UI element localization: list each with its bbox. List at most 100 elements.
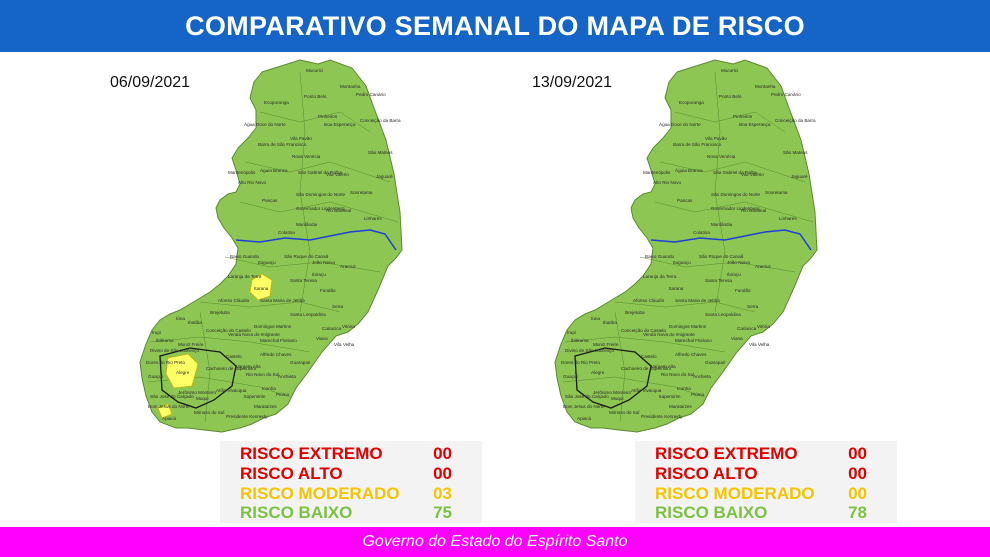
region-line (259, 111, 371, 133)
map-label: Anchieta (693, 374, 711, 379)
risk-label: RISCO BAIXO (655, 503, 768, 522)
map-label: Pedro Canário (356, 92, 386, 97)
map-label: São Mateus (368, 150, 393, 155)
map-label: Rio Novo do Sul (246, 372, 279, 377)
map-label: Vila Velha (749, 342, 770, 347)
map-label: Fundão (735, 288, 751, 293)
state-map: Mucurici Montanha Ponto Belo Pedro Canár… (139, 59, 403, 433)
map-label: Cariacica (737, 326, 757, 331)
map-labels-left: Mucurici Montanha Ponto Belo Pedro Canár… (146, 68, 401, 421)
map-label: Apiacá (162, 416, 176, 421)
map-label: Serra (747, 304, 759, 309)
map-label: Vargem Alta (236, 364, 261, 369)
region-line (639, 256, 796, 273)
map-label: Boa Esperança (739, 122, 771, 127)
map-label: Marilândia (296, 222, 318, 227)
map-label: Ibitirama (571, 338, 589, 343)
map-label: Governador Lindenberg (296, 206, 345, 211)
map-label: Piúma (276, 392, 289, 397)
map-label: São José do Calçado (565, 394, 609, 399)
map-label: Cachoeiro de Itapemirim (621, 366, 671, 371)
risk-summary-box: RISCO EXTREMO 00 RISCO ALTO 00 RISCO MOD… (220, 441, 482, 523)
map-label: Marataízes (669, 404, 692, 409)
map-label: Ecoporanga (679, 100, 704, 105)
map-label: Vila Pavão (705, 136, 727, 141)
risk-row-extremo: RISCO EXTREMO 00 (655, 444, 885, 464)
map-label: Conceição da Barra (775, 118, 816, 123)
map-label: Vargem Alta (651, 364, 676, 369)
map-label: Água Doce do Norte (244, 121, 286, 127)
map-label: Iconha (677, 386, 691, 391)
map-label: Colatina (693, 230, 710, 235)
risk-row-baixo: RISCO BAIXO 75 (240, 503, 470, 523)
map-label: Alfredo Chaves (260, 352, 292, 357)
map-label: Santa Leopoldina (290, 312, 326, 317)
region-line (714, 71, 726, 313)
risk-row-extremo: RISCO EXTREMO 00 (240, 444, 470, 464)
map-label: Pinheiros (318, 114, 338, 119)
risk-count: 03 (433, 484, 452, 503)
map-label: Muniz Freire (593, 342, 619, 347)
map-label: Marataízes (254, 404, 277, 409)
map-label: Presidente Kennedy (226, 414, 268, 419)
page-title: COMPARATIVO SEMANAL DO MAPA DE RISCO (0, 0, 990, 52)
map-label: Divino de São Lourenço (150, 348, 199, 353)
map-label: Santa Leopoldina (705, 312, 741, 317)
region-line (654, 201, 814, 223)
map-label: São Domingos do Norte (296, 192, 345, 197)
risk-count: 00 (848, 484, 867, 503)
map-label: Baixo Guandu (230, 254, 260, 259)
map-label: Presidente Kennedy (641, 414, 683, 419)
region-line (149, 336, 311, 353)
map-label: Itarana (669, 286, 684, 291)
state-outline (139, 59, 403, 433)
map-label: Santa Teresa (705, 278, 732, 283)
map-label: Santa Maria de Jetibá (675, 298, 720, 303)
map-label: Muqui (196, 396, 209, 401)
map-label: Vila Pavão (290, 136, 312, 141)
map-label: Guarapari (290, 360, 310, 365)
map-label: Rio Bananal (741, 208, 766, 213)
map-label: Laranja da Terra (643, 274, 677, 279)
map-label: Mantenópolis (643, 170, 671, 175)
region-line (674, 111, 786, 133)
region-line (199, 301, 341, 313)
map-label: Santa Teresa (290, 278, 317, 283)
map-label: Itapemirim (659, 394, 681, 399)
map-label: Mimoso do Sul (194, 410, 224, 415)
map-label: Vila Valério (326, 172, 349, 177)
region-line (239, 201, 399, 223)
map-label: Ibitirama (156, 338, 174, 343)
map-label: Muqui (611, 396, 624, 401)
region-line (224, 256, 381, 273)
map-label: Atílio Vivácqua (631, 388, 662, 393)
map-label: Domingos Martins (669, 324, 707, 329)
map-label: Itarana (254, 286, 269, 291)
risk-count: 75 (433, 503, 452, 522)
map-label: Muniz Freire (178, 342, 204, 347)
region-line (562, 376, 706, 398)
map-label: Conceição do Castelo (621, 328, 666, 333)
map-label: Divino de São Lourenço (565, 348, 614, 353)
map-label: Aracruz (755, 264, 772, 269)
map-label: Barra de São Francisco (673, 142, 722, 147)
map-label: São José do Calçado (150, 394, 194, 399)
map-label: Itapemirim (244, 394, 266, 399)
map-label: Ibatiba (603, 320, 617, 325)
map-label: Colatina (278, 230, 295, 235)
map-label: São Gabriel da Palha (713, 170, 757, 175)
map-label: Castelo (641, 354, 657, 359)
map-label: Vitória (342, 324, 355, 329)
map-label: Guaçuí (563, 374, 579, 379)
risk-row-alto: RISCO ALTO 00 (655, 464, 885, 484)
map-panel-left: 06/09/2021 Mucurici Montanha Ponto Belo … (0, 52, 495, 527)
map-label: Mucurici (721, 68, 738, 73)
river (650, 229, 812, 251)
map-label: Domingos Martins (254, 324, 292, 329)
map-label: São Gabriel da Palha (298, 170, 342, 175)
map-label: Marechal Floriano (675, 338, 712, 343)
map-shape-group (139, 59, 403, 433)
map-label: Rio Bananal (326, 208, 351, 213)
risk-label: RISCO EXTREMO (240, 444, 383, 463)
map-label: Alfredo Chaves (675, 352, 707, 357)
